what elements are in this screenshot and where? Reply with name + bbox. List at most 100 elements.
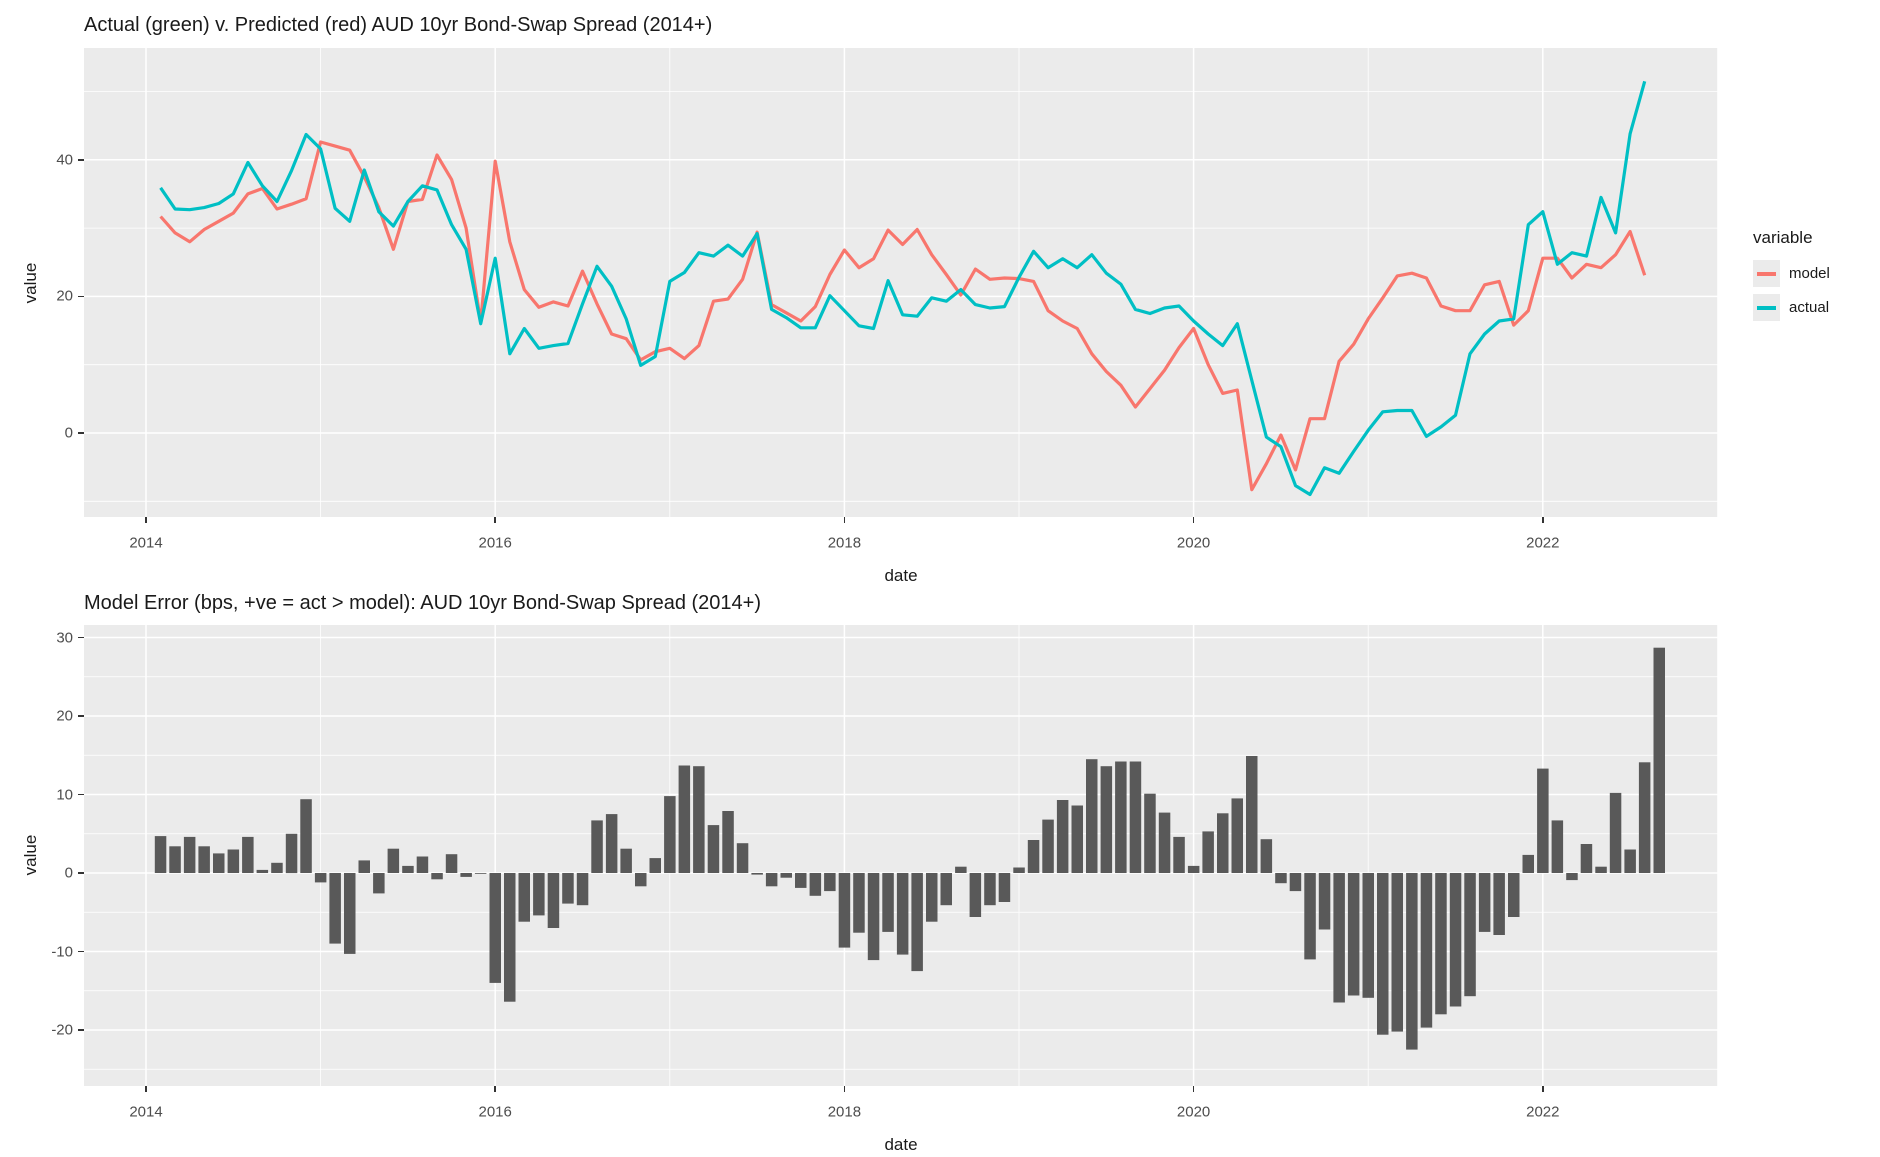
y-tick-mark [78, 950, 84, 953]
error-bar [1144, 793, 1156, 873]
error-bar [1566, 873, 1578, 881]
error-bar [1653, 647, 1665, 873]
error-bar [402, 865, 414, 873]
error-bar [300, 799, 312, 873]
error-bar [1304, 873, 1316, 960]
y-tick-label: 10 [56, 786, 73, 803]
y-tick-label: -20 [51, 1021, 73, 1039]
y-tick-label: 20 [56, 287, 73, 305]
error-bar [736, 843, 749, 873]
x-tick-label: 2016 [478, 1103, 512, 1121]
error-bar [1013, 867, 1025, 873]
error-bar [416, 856, 429, 873]
error-bar [1333, 873, 1345, 1003]
y-tick-label: 0 [64, 424, 73, 442]
y-tick-mark [78, 636, 84, 639]
error-bar [809, 873, 822, 896]
error-bar [722, 811, 734, 873]
error-bar [1086, 759, 1098, 873]
legend-title: variable [1753, 228, 1813, 247]
y-tick-label: 20 [56, 707, 73, 725]
error-bar [256, 869, 269, 873]
error-bar [591, 820, 603, 873]
error-bar [1362, 873, 1374, 998]
error-bar [1595, 866, 1607, 873]
error-bar [1275, 873, 1287, 884]
error-bar [547, 873, 560, 928]
error-bar [1522, 854, 1534, 873]
error-bar [635, 873, 647, 887]
error-bar [1624, 849, 1636, 873]
error-bar [431, 873, 443, 880]
error-bar [969, 873, 982, 917]
error-bar [780, 873, 792, 878]
error-bar [693, 766, 705, 873]
x-tick-mark [145, 517, 147, 523]
error-bar [896, 873, 909, 955]
error-bar [678, 765, 691, 873]
error-bar [707, 825, 720, 873]
error-bar [1217, 813, 1229, 873]
error-bar [1493, 873, 1505, 935]
error-bar [1115, 761, 1127, 873]
error-bar [1464, 873, 1476, 997]
bar-chart-plot [84, 625, 1718, 1086]
bar-chart-x-axis-title: date [884, 1135, 918, 1154]
error-bar [1071, 805, 1083, 873]
error-bar [373, 873, 385, 894]
error-bar [1173, 836, 1185, 873]
x-tick-label: 2018 [827, 1103, 862, 1121]
error-bar [1027, 840, 1040, 873]
x-tick-label: 2022 [1526, 1103, 1560, 1121]
error-bar [605, 814, 618, 873]
legend-entry-actual: actual [1753, 294, 1830, 321]
error-bar [1537, 768, 1549, 873]
error-bar [576, 873, 589, 906]
error-bar [169, 846, 181, 873]
y-tick-mark [78, 793, 84, 796]
error-bar [504, 873, 516, 1002]
legend-entry-model: model [1753, 260, 1830, 287]
error-bar [314, 873, 327, 883]
error-bar [344, 873, 356, 954]
error-bar [562, 873, 574, 904]
error-bar [1449, 873, 1462, 1007]
error-bar [1100, 766, 1113, 873]
x-tick-mark [1192, 517, 1195, 523]
error-bar [227, 849, 240, 873]
y-tick-mark [78, 432, 84, 434]
error-bar [1289, 873, 1302, 892]
y-tick-mark [78, 1029, 84, 1031]
legend-label-actual: actual [1789, 299, 1830, 316]
y-tick-label: 0 [64, 864, 73, 882]
x-tick-mark [145, 1086, 147, 1092]
bar-chart-title: Model Error (bps, +ve = act > model): AU… [84, 592, 762, 614]
line-chart-y-axis-title: value [21, 262, 40, 304]
error-bar [285, 833, 298, 874]
error-bar [649, 858, 661, 873]
error-bar [387, 848, 400, 873]
error-bar [926, 873, 938, 922]
x-tick-mark [1192, 1086, 1195, 1092]
error-bar [1056, 800, 1069, 873]
error-bar [824, 873, 836, 892]
error-bar [358, 860, 370, 873]
error-bar [1609, 792, 1622, 873]
legend: variable model actual [1753, 228, 1830, 328]
error-bar [1260, 839, 1273, 873]
error-bar [853, 873, 865, 933]
error-bar [1231, 798, 1243, 873]
x-tick-label: 2022 [1526, 534, 1560, 552]
x-tick-mark [843, 517, 846, 523]
legend-label-model: model [1789, 265, 1830, 282]
error-bar [1347, 873, 1360, 996]
error-bar [620, 848, 632, 873]
error-bar [1580, 844, 1593, 873]
error-bar [911, 873, 923, 972]
x-tick-label: 2014 [129, 534, 163, 552]
x-tick-label: 2014 [129, 1103, 163, 1121]
x-tick-label: 2020 [1176, 534, 1211, 552]
error-bar [1318, 873, 1331, 930]
y-tick-mark [78, 159, 84, 161]
